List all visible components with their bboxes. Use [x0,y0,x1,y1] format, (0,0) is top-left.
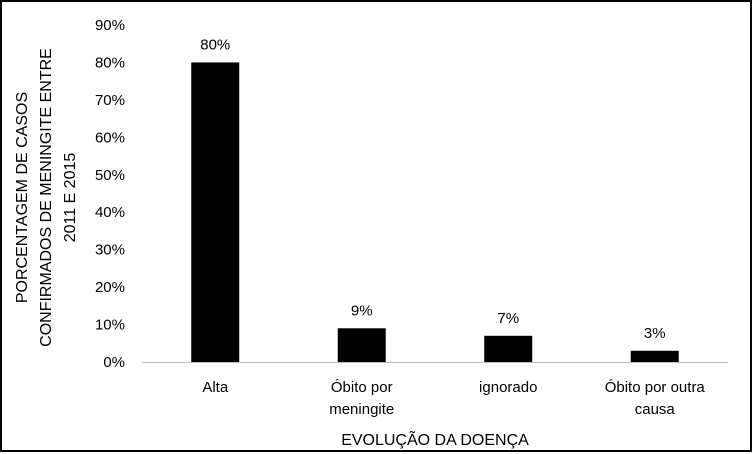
y-tick-label: 30% [95,242,125,259]
bar [630,350,679,362]
data-label: 3% [644,325,666,342]
y-axis-ticks: 0% 10% 20% 30% 40% 50% 60% 70% 80% 90% [95,17,125,371]
y-tick-label: 50% [95,167,125,184]
y-axis-title: PORCENTAGEM DE CASOS CONFIRMADOS DE MENIN… [14,48,79,347]
bar [337,328,386,362]
category-label: Óbito por outra causa [605,379,706,418]
category-labels: Alta Óbito por meningite ignorado Óbito por … [202,379,705,418]
y-tick-label: 40% [95,204,125,221]
data-labels: 80% 9% 7% 3% [200,36,665,341]
y-tick-label: 60% [95,129,125,146]
bars [191,62,679,362]
x-axis-title: EVOLUÇÃO DA DOENÇA [341,429,529,449]
y-tick-label: 20% [95,279,125,296]
bar [191,62,240,362]
y-tick-label: 0% [103,354,125,371]
y-tick-label: 80% [95,54,125,71]
data-label: 7% [497,310,519,327]
y-tick-label: 90% [95,17,125,34]
category-label: Óbito por meningite [329,379,394,418]
category-label: ignorado [479,379,537,396]
data-label: 80% [200,36,230,53]
y-tick-label: 10% [95,317,125,334]
category-label: Alta [202,379,229,396]
bar [484,335,533,362]
y-tick-label: 70% [95,92,125,109]
data-label: 9% [351,302,373,319]
